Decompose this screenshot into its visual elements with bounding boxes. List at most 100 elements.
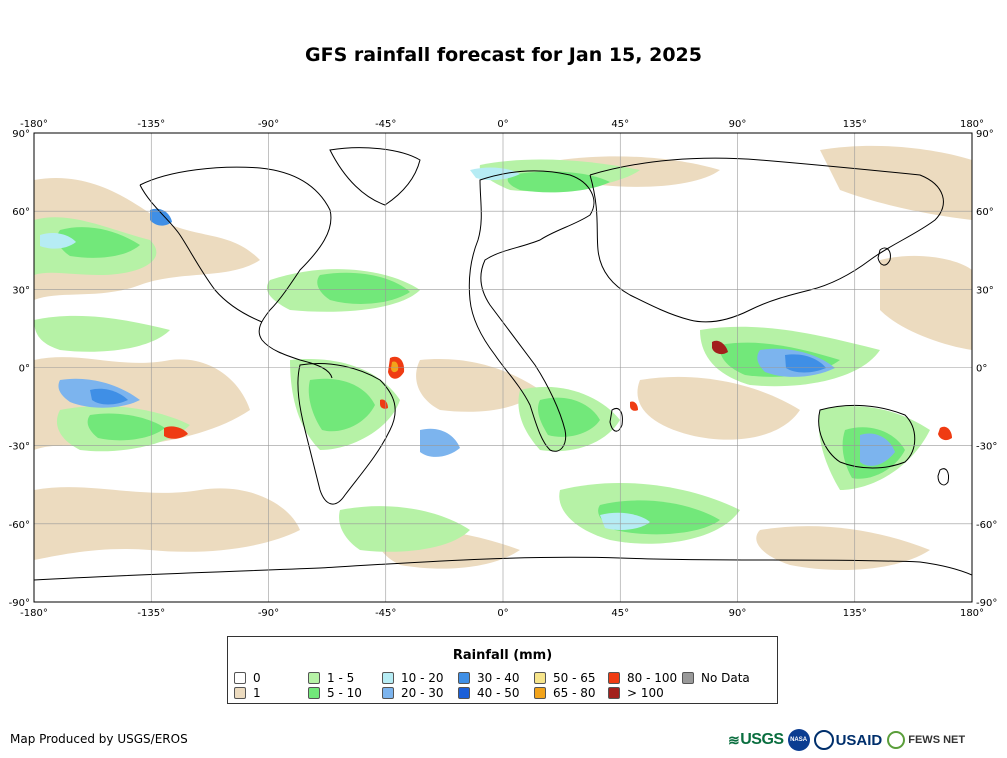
coast-north-america bbox=[139, 166, 333, 379]
legend-swatch bbox=[682, 672, 694, 684]
lon-tick-label: 90° bbox=[729, 608, 747, 619]
legend-swatch bbox=[308, 672, 320, 684]
lon-labels-top: -180° -135° -90° -45° 0° 45° 90° 135° 180° bbox=[20, 119, 984, 130]
coast-asia bbox=[589, 157, 944, 323]
legend-item: 20 - 30 bbox=[382, 686, 444, 700]
legend-item: 10 - 20 bbox=[382, 671, 444, 685]
lat-tick-label: 60° bbox=[976, 207, 994, 218]
lon-tick-label: -180° bbox=[20, 119, 48, 130]
lon-tick-label: 135° bbox=[843, 608, 867, 619]
rain-30-40mm-areas bbox=[90, 208, 826, 405]
legend-swatch bbox=[382, 687, 394, 699]
lon-labels-bottom: -180° -135° -90° -45° 0° 45° 90° 135° 180° bbox=[20, 608, 984, 619]
coast-europe-africa bbox=[468, 170, 595, 452]
lon-tick-label: 90° bbox=[729, 119, 747, 130]
fews-mark-icon bbox=[887, 731, 906, 749]
legend-label: 0 bbox=[253, 671, 261, 685]
lat-tick-label: 0° bbox=[976, 364, 987, 375]
rainfall-map: -180° -135° -90° -45° 0° 45° 90° 135° 180° -180°… bbox=[9, 119, 998, 619]
lon-tick-label: 0° bbox=[497, 608, 508, 619]
legend-swatch bbox=[308, 687, 320, 699]
lat-tick-label: -30° bbox=[9, 442, 30, 453]
credit-text: Map Produced by USGS/EROS bbox=[10, 732, 188, 746]
graticule bbox=[34, 133, 972, 602]
legend-label: 1 - 5 bbox=[327, 671, 355, 685]
legend-label: 5 - 10 bbox=[327, 686, 362, 700]
lon-tick-label: -135° bbox=[137, 608, 165, 619]
lat-tick-label: -90° bbox=[976, 598, 997, 609]
rain-10-20mm-areas bbox=[40, 167, 650, 530]
lat-labels-right: 90° 60° 30° 0° -30° -60° -90° bbox=[976, 129, 997, 609]
usaid-logo: USAID bbox=[813, 730, 882, 750]
legend-title: Rainfall (mm) bbox=[452, 648, 553, 663]
lat-labels-left: 90° 60° 30° 0° -30° -60° -90° bbox=[9, 129, 30, 609]
map-panel: -180° -135° -90° -45° 0° 45° 90° 135° 180° -180°… bbox=[0, 110, 1007, 620]
coast-australia bbox=[818, 404, 916, 469]
legend-item: 30 - 40 bbox=[458, 671, 520, 685]
legend-swatch bbox=[458, 672, 470, 684]
lon-tick-label: 45° bbox=[611, 119, 629, 130]
coastlines bbox=[34, 147, 972, 581]
agency-logos: ≋ USGS NASA USAID FEWS NET bbox=[728, 726, 1000, 754]
legend-label: 20 - 30 bbox=[401, 686, 444, 700]
rainfall-layer bbox=[34, 145, 972, 570]
lat-tick-label: -60° bbox=[976, 520, 997, 531]
legend-label: > 100 bbox=[627, 686, 664, 700]
legend-swatch bbox=[534, 687, 546, 699]
legend-swatch bbox=[608, 687, 620, 699]
lat-tick-label: 90° bbox=[976, 129, 994, 140]
lat-tick-label: 60° bbox=[12, 207, 30, 218]
lat-tick-label: 90° bbox=[12, 129, 30, 140]
coast-antarctica bbox=[34, 556, 972, 581]
legend-item: 65 - 80 bbox=[534, 686, 596, 700]
lon-tick-label: -45° bbox=[375, 608, 396, 619]
legend-label: No Data bbox=[701, 671, 750, 685]
lat-tick-label: 30° bbox=[12, 285, 30, 296]
fews-net-logo: FEWS NET bbox=[887, 731, 965, 749]
legend-swatch bbox=[534, 672, 546, 684]
lon-tick-label: -135° bbox=[137, 119, 165, 130]
usgs-logo: ≋ USGS bbox=[728, 731, 784, 748]
legend-swatch bbox=[382, 672, 394, 684]
usaid-seal-icon bbox=[813, 730, 834, 750]
legend-item: 40 - 50 bbox=[458, 686, 520, 700]
legend-label: 65 - 80 bbox=[553, 686, 596, 700]
lat-tick-label: -90° bbox=[9, 598, 30, 609]
map-frame-border bbox=[33, 132, 973, 603]
legend-item: 80 - 100 bbox=[608, 671, 677, 685]
lon-tick-label: -90° bbox=[258, 119, 279, 130]
legend-item: 50 - 65 bbox=[534, 671, 596, 685]
legend-swatch bbox=[608, 672, 620, 684]
legend-item: 1 - 5 bbox=[308, 671, 354, 685]
lon-tick-label: 180° bbox=[960, 608, 984, 619]
legend-item: 5 - 10 bbox=[308, 686, 362, 700]
lat-tick-label: -60° bbox=[9, 520, 30, 531]
nasa-logo: NASA bbox=[787, 729, 810, 751]
legend-swatch bbox=[234, 687, 246, 699]
lon-tick-label: 45° bbox=[611, 608, 629, 619]
lon-tick-label: -90° bbox=[258, 608, 279, 619]
coast-greenland bbox=[329, 147, 421, 206]
legend-label: 10 - 20 bbox=[401, 671, 444, 685]
lon-tick-label: 180° bbox=[960, 119, 984, 130]
lon-tick-label: -180° bbox=[20, 608, 48, 619]
legend-label: 40 - 50 bbox=[477, 686, 520, 700]
lat-tick-label: 30° bbox=[976, 285, 994, 296]
legend-item: 1 bbox=[234, 686, 261, 700]
legend-item: No Data bbox=[682, 671, 750, 685]
lon-tick-label: 0° bbox=[497, 119, 508, 130]
legend-label: 30 - 40 bbox=[477, 671, 520, 685]
legend-swatch bbox=[234, 672, 246, 684]
legend-item: 0 bbox=[234, 671, 261, 685]
legend-label: 50 - 65 bbox=[553, 671, 596, 685]
lon-tick-label: 135° bbox=[843, 119, 867, 130]
legend-item: > 100 bbox=[608, 686, 664, 700]
legend-label: 80 - 100 bbox=[627, 671, 678, 685]
coast-south-america bbox=[297, 362, 396, 505]
lat-tick-label: -30° bbox=[976, 442, 997, 453]
lat-tick-label: 0° bbox=[19, 364, 30, 375]
map-title: GFS rainfall forecast for Jan 15, 2025 bbox=[305, 44, 702, 66]
legend-swatch bbox=[458, 687, 470, 699]
lon-tick-label: -45° bbox=[375, 119, 396, 130]
